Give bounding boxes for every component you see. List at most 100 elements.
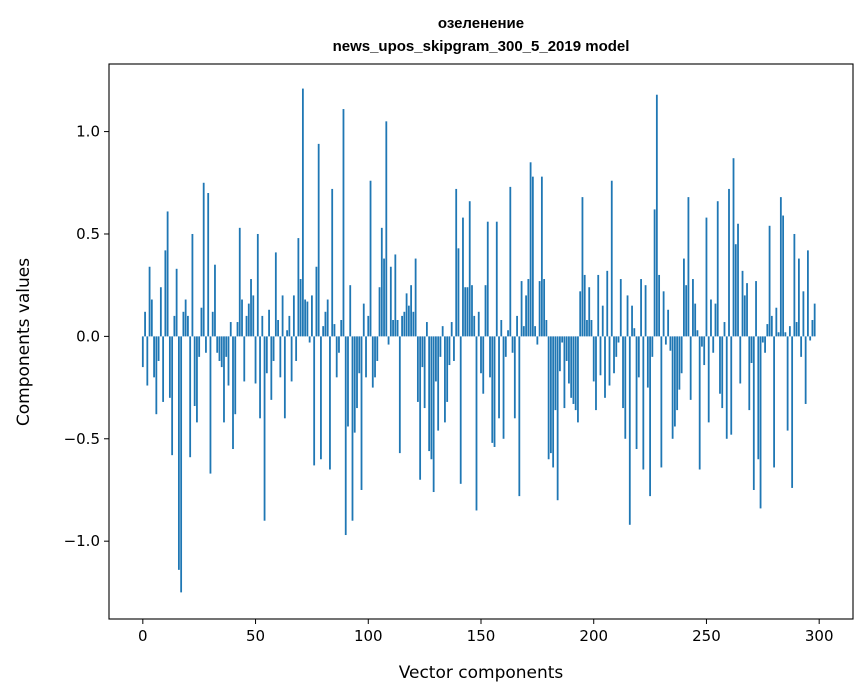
- bar-97: [360, 336, 363, 490]
- bar-155: [491, 336, 494, 443]
- bar-203: [599, 336, 602, 376]
- bar-58: [272, 336, 275, 361]
- bar-253: [712, 336, 715, 353]
- chart-subtitle: news_upos_skipgram_300_5_2019 model: [333, 38, 630, 55]
- bar-129: [432, 336, 435, 493]
- y-tick-label: 0.0: [76, 327, 100, 345]
- x-tick-label: 50: [246, 627, 265, 645]
- bar-65: [288, 315, 291, 337]
- bar-290: [795, 322, 798, 337]
- bar-83: [329, 336, 331, 470]
- bar-113: [396, 320, 399, 337]
- bar-124: [421, 336, 424, 368]
- bar-127: [428, 336, 431, 452]
- bar-173: [531, 176, 534, 337]
- bar-71: [301, 88, 304, 337]
- bar-135: [446, 336, 449, 402]
- bar-249: [703, 336, 706, 366]
- bar-272: [755, 281, 757, 337]
- bar-102: [371, 336, 374, 388]
- bar-42: [236, 322, 239, 337]
- bar-163: [509, 186, 512, 337]
- bar-30: [209, 336, 212, 474]
- bar-237: [676, 336, 679, 411]
- bar-171: [527, 279, 530, 337]
- bar-246: [696, 330, 699, 337]
- bar-44: [241, 299, 243, 337]
- bar-221: [640, 279, 642, 337]
- bar-184: [556, 336, 559, 501]
- bar-140: [457, 248, 460, 337]
- bar-176: [538, 281, 541, 337]
- bar-247: [698, 336, 701, 470]
- bar-119: [410, 285, 413, 337]
- bar-12: [168, 336, 171, 398]
- bar-227: [653, 209, 656, 337]
- bar-181: [549, 336, 552, 454]
- bar-166: [516, 315, 518, 337]
- bar-107: [383, 258, 385, 337]
- bar-168: [520, 281, 523, 337]
- bar-72: [304, 299, 307, 337]
- bar-262: [732, 158, 735, 337]
- bar-164: [511, 336, 514, 353]
- bar-90: [344, 336, 347, 536]
- bar-211: [617, 336, 620, 343]
- bar-240: [683, 258, 685, 337]
- bar-123: [419, 336, 422, 480]
- bar-103: [374, 336, 376, 378]
- bar-89: [342, 109, 345, 337]
- x-axis-ticks: 0 50 100 150 200 250 300: [138, 619, 834, 645]
- bar-204: [601, 305, 604, 337]
- bar-91: [347, 336, 349, 427]
- bar-38: [227, 336, 230, 386]
- bar-31: [211, 311, 214, 337]
- bar-153: [486, 221, 489, 337]
- bar-210: [615, 336, 618, 357]
- bar-294: [804, 336, 807, 404]
- bar-142: [462, 217, 464, 337]
- bar-268: [746, 283, 748, 337]
- bar-22: [191, 233, 194, 337]
- bar-78: [317, 143, 320, 337]
- bar-186: [561, 336, 564, 343]
- bar-273: [757, 336, 760, 460]
- bar-175: [536, 336, 539, 345]
- bar-297: [811, 320, 814, 337]
- bar-39: [229, 322, 232, 337]
- bar-17: [180, 336, 183, 593]
- bar-283: [779, 197, 782, 337]
- bar-63: [283, 336, 286, 419]
- bar-230: [660, 336, 663, 468]
- bar-275: [761, 336, 764, 343]
- bar-231: [662, 291, 665, 337]
- bar-98: [362, 303, 365, 337]
- bar-274: [759, 336, 762, 509]
- bar-292: [800, 336, 803, 357]
- bar-29: [207, 193, 210, 337]
- x-tick-label: 250: [692, 627, 721, 645]
- bar-177: [540, 176, 543, 337]
- bar-21: [189, 336, 192, 458]
- bar-157: [495, 221, 498, 337]
- bar-212: [619, 279, 622, 337]
- bar-96: [358, 336, 361, 374]
- bar-296: [809, 336, 812, 341]
- bar-238: [678, 336, 681, 390]
- bar-79: [320, 336, 322, 460]
- bar-59: [274, 252, 277, 337]
- bar-148: [475, 336, 478, 511]
- bar-146: [471, 285, 473, 337]
- bar-13: [171, 336, 174, 456]
- bar-43: [238, 227, 241, 337]
- bar-88: [340, 320, 343, 337]
- bar-285: [784, 332, 787, 337]
- bar-108: [385, 121, 388, 337]
- bar-126: [425, 322, 428, 337]
- bar-52: [259, 336, 261, 419]
- bar-200: [592, 336, 595, 382]
- bar-74: [308, 336, 311, 343]
- bar-11: [166, 211, 169, 337]
- y-axis-label: Components values: [14, 258, 34, 426]
- bar-80: [322, 326, 325, 337]
